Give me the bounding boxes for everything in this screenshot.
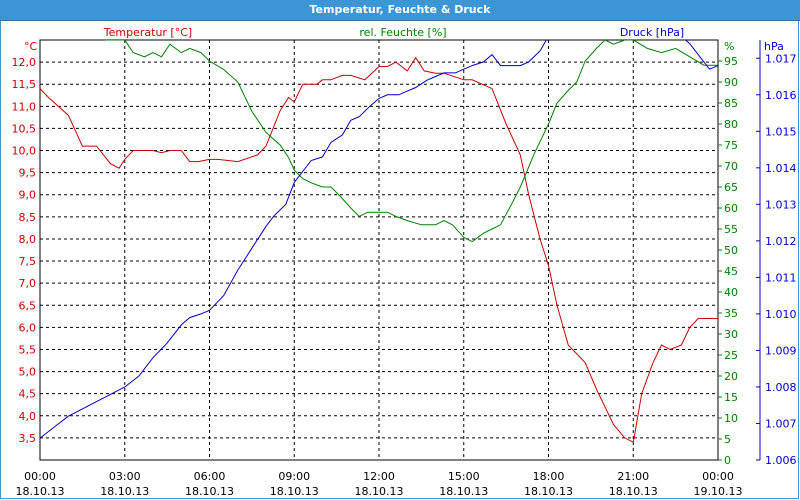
x-tick-time: 09:00 xyxy=(278,470,310,483)
temperature-tick: 5,0 xyxy=(19,366,37,379)
humidity-tick: 25 xyxy=(724,349,738,362)
temperature-tick: 8,0 xyxy=(19,233,37,246)
humidity-axis-label: rel. Feuchte [%] xyxy=(359,26,446,39)
window-title: Temperatur, Feuchte & Druck xyxy=(309,3,491,16)
humidity-tick: 35 xyxy=(724,307,738,320)
humidity-tick: 50 xyxy=(724,244,738,257)
temperature-tick: 10,5 xyxy=(12,122,37,135)
humidity-tick: 65 xyxy=(724,181,738,194)
humidity-line xyxy=(105,40,718,243)
x-tick-time: 03:00 xyxy=(109,470,141,483)
humidity-tick: 90 xyxy=(724,76,738,89)
x-tick-date: 18.10.13 xyxy=(185,485,234,498)
x-tick-date: 18.10.13 xyxy=(524,485,573,498)
temperature-tick: 8,5 xyxy=(19,211,37,224)
pressure-tick: 1.006 xyxy=(765,454,797,467)
temperature-tick: 11,0 xyxy=(12,100,37,113)
temperature-tick: 12,0 xyxy=(12,56,37,69)
temperature-line xyxy=(40,56,718,444)
x-tick-time: 00:00 xyxy=(24,470,56,483)
temperature-tick: 5,5 xyxy=(19,343,37,356)
humidity-tick: 30 xyxy=(724,328,738,341)
x-tick-time: 06:00 xyxy=(194,470,226,483)
title-bar: Temperatur, Feuchte & Druck xyxy=(0,0,800,21)
x-tick-date: 18.10.13 xyxy=(270,485,319,498)
series-lines xyxy=(40,40,718,444)
humidity-tick: 85 xyxy=(724,97,738,110)
pressure-line xyxy=(40,40,718,439)
pressure-tick: 1.016 xyxy=(765,89,797,102)
humidity-tick: 75 xyxy=(724,139,738,152)
pressure-tick: 1.011 xyxy=(765,271,797,284)
humidity-unit: % xyxy=(724,40,734,53)
pressure-unit: hPa xyxy=(764,40,784,53)
grid xyxy=(39,39,761,461)
pressure-axis-label: Druck [hPa] xyxy=(620,26,684,39)
temperature-tick: 9,5 xyxy=(19,167,37,180)
temperature-tick: 10,0 xyxy=(12,145,37,158)
pressure-tick: 1.008 xyxy=(765,381,797,394)
x-tick-time: 00:00 xyxy=(702,470,734,483)
humidity-tick: 10 xyxy=(724,412,738,425)
pressure-tick: 1.012 xyxy=(765,235,797,248)
x-tick-time: 21:00 xyxy=(617,470,649,483)
x-tick-time: 18:00 xyxy=(533,470,565,483)
humidity-tick: 15 xyxy=(724,391,738,404)
humidity-tick: 45 xyxy=(724,265,738,278)
humidity-tick: 60 xyxy=(724,202,738,215)
chart-frame xyxy=(0,21,799,499)
pressure-tick: 1.017 xyxy=(765,52,797,65)
humidity-tick: 95 xyxy=(724,55,738,68)
temperature-tick: 9,0 xyxy=(19,189,37,202)
temperature-tick: 6,0 xyxy=(19,321,37,334)
temperature-tick: 6,5 xyxy=(19,299,37,312)
x-tick-date: 18.10.13 xyxy=(609,485,658,498)
temperature-axis-label: Temperatur [°C] xyxy=(103,26,192,39)
temperature-tick: 4,0 xyxy=(19,410,37,423)
pressure-tick: 1.010 xyxy=(765,308,797,321)
x-tick-time: 15:00 xyxy=(448,470,480,483)
x-tick-date: 18.10.13 xyxy=(100,485,149,498)
pressure-tick: 1.009 xyxy=(765,344,797,357)
humidity-tick: 5 xyxy=(724,433,731,446)
pressure-tick: 1.013 xyxy=(765,198,797,211)
humidity-tick: 0 xyxy=(724,454,731,467)
x-tick-date: 18.10.13 xyxy=(16,485,65,498)
humidity-tick: 80 xyxy=(724,118,738,131)
temperature-unit: °C xyxy=(24,40,38,53)
x-tick-date: 18.10.13 xyxy=(355,485,404,498)
pressure-tick: 1.015 xyxy=(765,125,797,138)
x-tick-time: 12:00 xyxy=(363,470,395,483)
humidity-tick: 70 xyxy=(724,160,738,173)
tick-labels: 00:00 18.10.13 03:00 18.10.13 06:00 18.10.13 0… xyxy=(12,52,797,498)
pressure-tick: 1.007 xyxy=(765,417,797,430)
humidity-tick: 55 xyxy=(724,223,738,236)
x-tick-date: 19.10.13 xyxy=(694,485,743,498)
temperature-tick: 7,0 xyxy=(19,277,37,290)
x-tick-date: 18.10.13 xyxy=(439,485,488,498)
pressure-tick: 1.014 xyxy=(765,162,797,175)
temperature-tick: 4,5 xyxy=(19,388,37,401)
temperature-tick: 7,5 xyxy=(19,255,37,268)
temperature-tick: 11,5 xyxy=(12,78,37,91)
humidity-tick: 20 xyxy=(724,370,738,383)
temperature-tick: 3,5 xyxy=(19,432,37,445)
humidity-tick: 40 xyxy=(724,286,738,299)
